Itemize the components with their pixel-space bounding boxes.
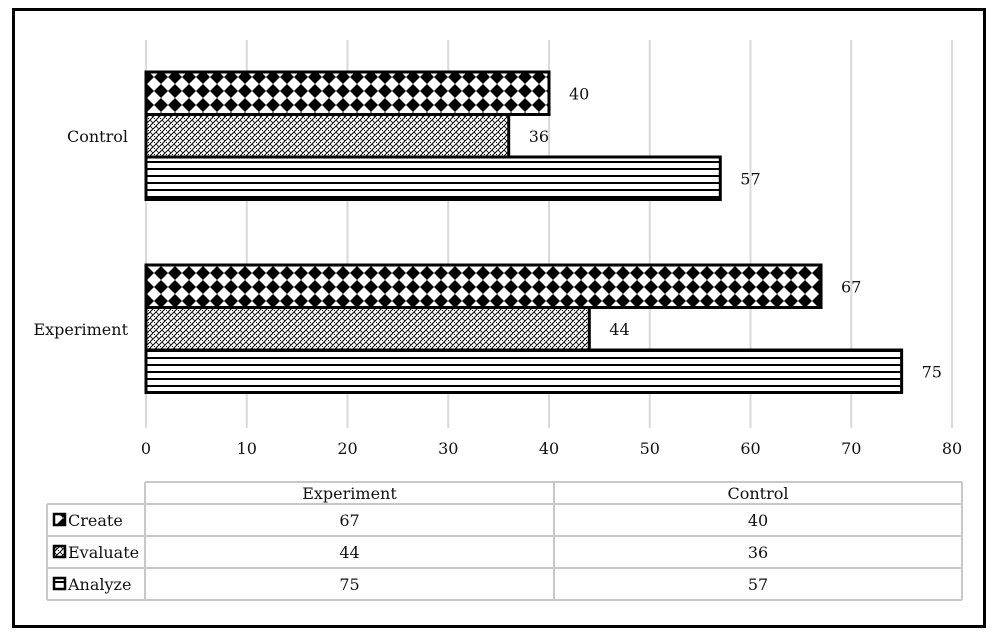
table-cell: 44 — [339, 543, 359, 562]
legend-label: Analyze — [67, 575, 131, 594]
data-table: Experiment Control Create 67 40 Evaluate 44 36 A… — [46, 481, 963, 601]
legend-key — [52, 544, 67, 559]
table-cell: 75 — [339, 575, 359, 594]
data-labels: 67 44 75 40 36 57 — [529, 84, 942, 381]
table-header: Control — [727, 484, 788, 503]
category-label: Control — [67, 127, 128, 146]
axes: 0 10 20 30 40 50 60 70 80 Experiment Control — [33, 127, 962, 458]
data-label: 36 — [529, 127, 549, 146]
x-tick-label: 50 — [640, 439, 660, 458]
x-tick-label: 40 — [539, 439, 559, 458]
data-label: 44 — [609, 320, 629, 339]
bars — [144, 70, 904, 394]
legend-label: Evaluate — [68, 543, 139, 562]
data-label: 75 — [922, 362, 942, 381]
bar — [144, 155, 722, 201]
table-cell: 36 — [748, 543, 768, 562]
bar — [144, 70, 551, 116]
category-label: Experiment — [33, 320, 128, 339]
data-label: 40 — [569, 84, 589, 103]
bar — [144, 263, 823, 309]
bar — [144, 113, 511, 159]
x-tick-label: 60 — [740, 439, 760, 458]
bar — [144, 348, 904, 394]
x-tick-label: 10 — [237, 439, 257, 458]
legend-key — [52, 576, 67, 591]
x-tick-label: 20 — [337, 439, 357, 458]
x-tick-label: 0 — [141, 439, 151, 458]
x-tick-label: 80 — [942, 439, 962, 458]
x-tick-label: 30 — [438, 439, 458, 458]
bar — [144, 306, 591, 352]
x-tick-label: 70 — [841, 439, 861, 458]
chart-frame — [12, 8, 986, 628]
table-cell: 67 — [339, 511, 359, 530]
table-header: Experiment — [302, 484, 397, 503]
legend-label: Create — [68, 511, 123, 530]
table-cell: 57 — [748, 575, 768, 594]
legend-key — [52, 512, 67, 527]
data-label: 67 — [841, 277, 861, 296]
table-cell: 40 — [748, 511, 768, 530]
data-label: 57 — [740, 169, 760, 188]
